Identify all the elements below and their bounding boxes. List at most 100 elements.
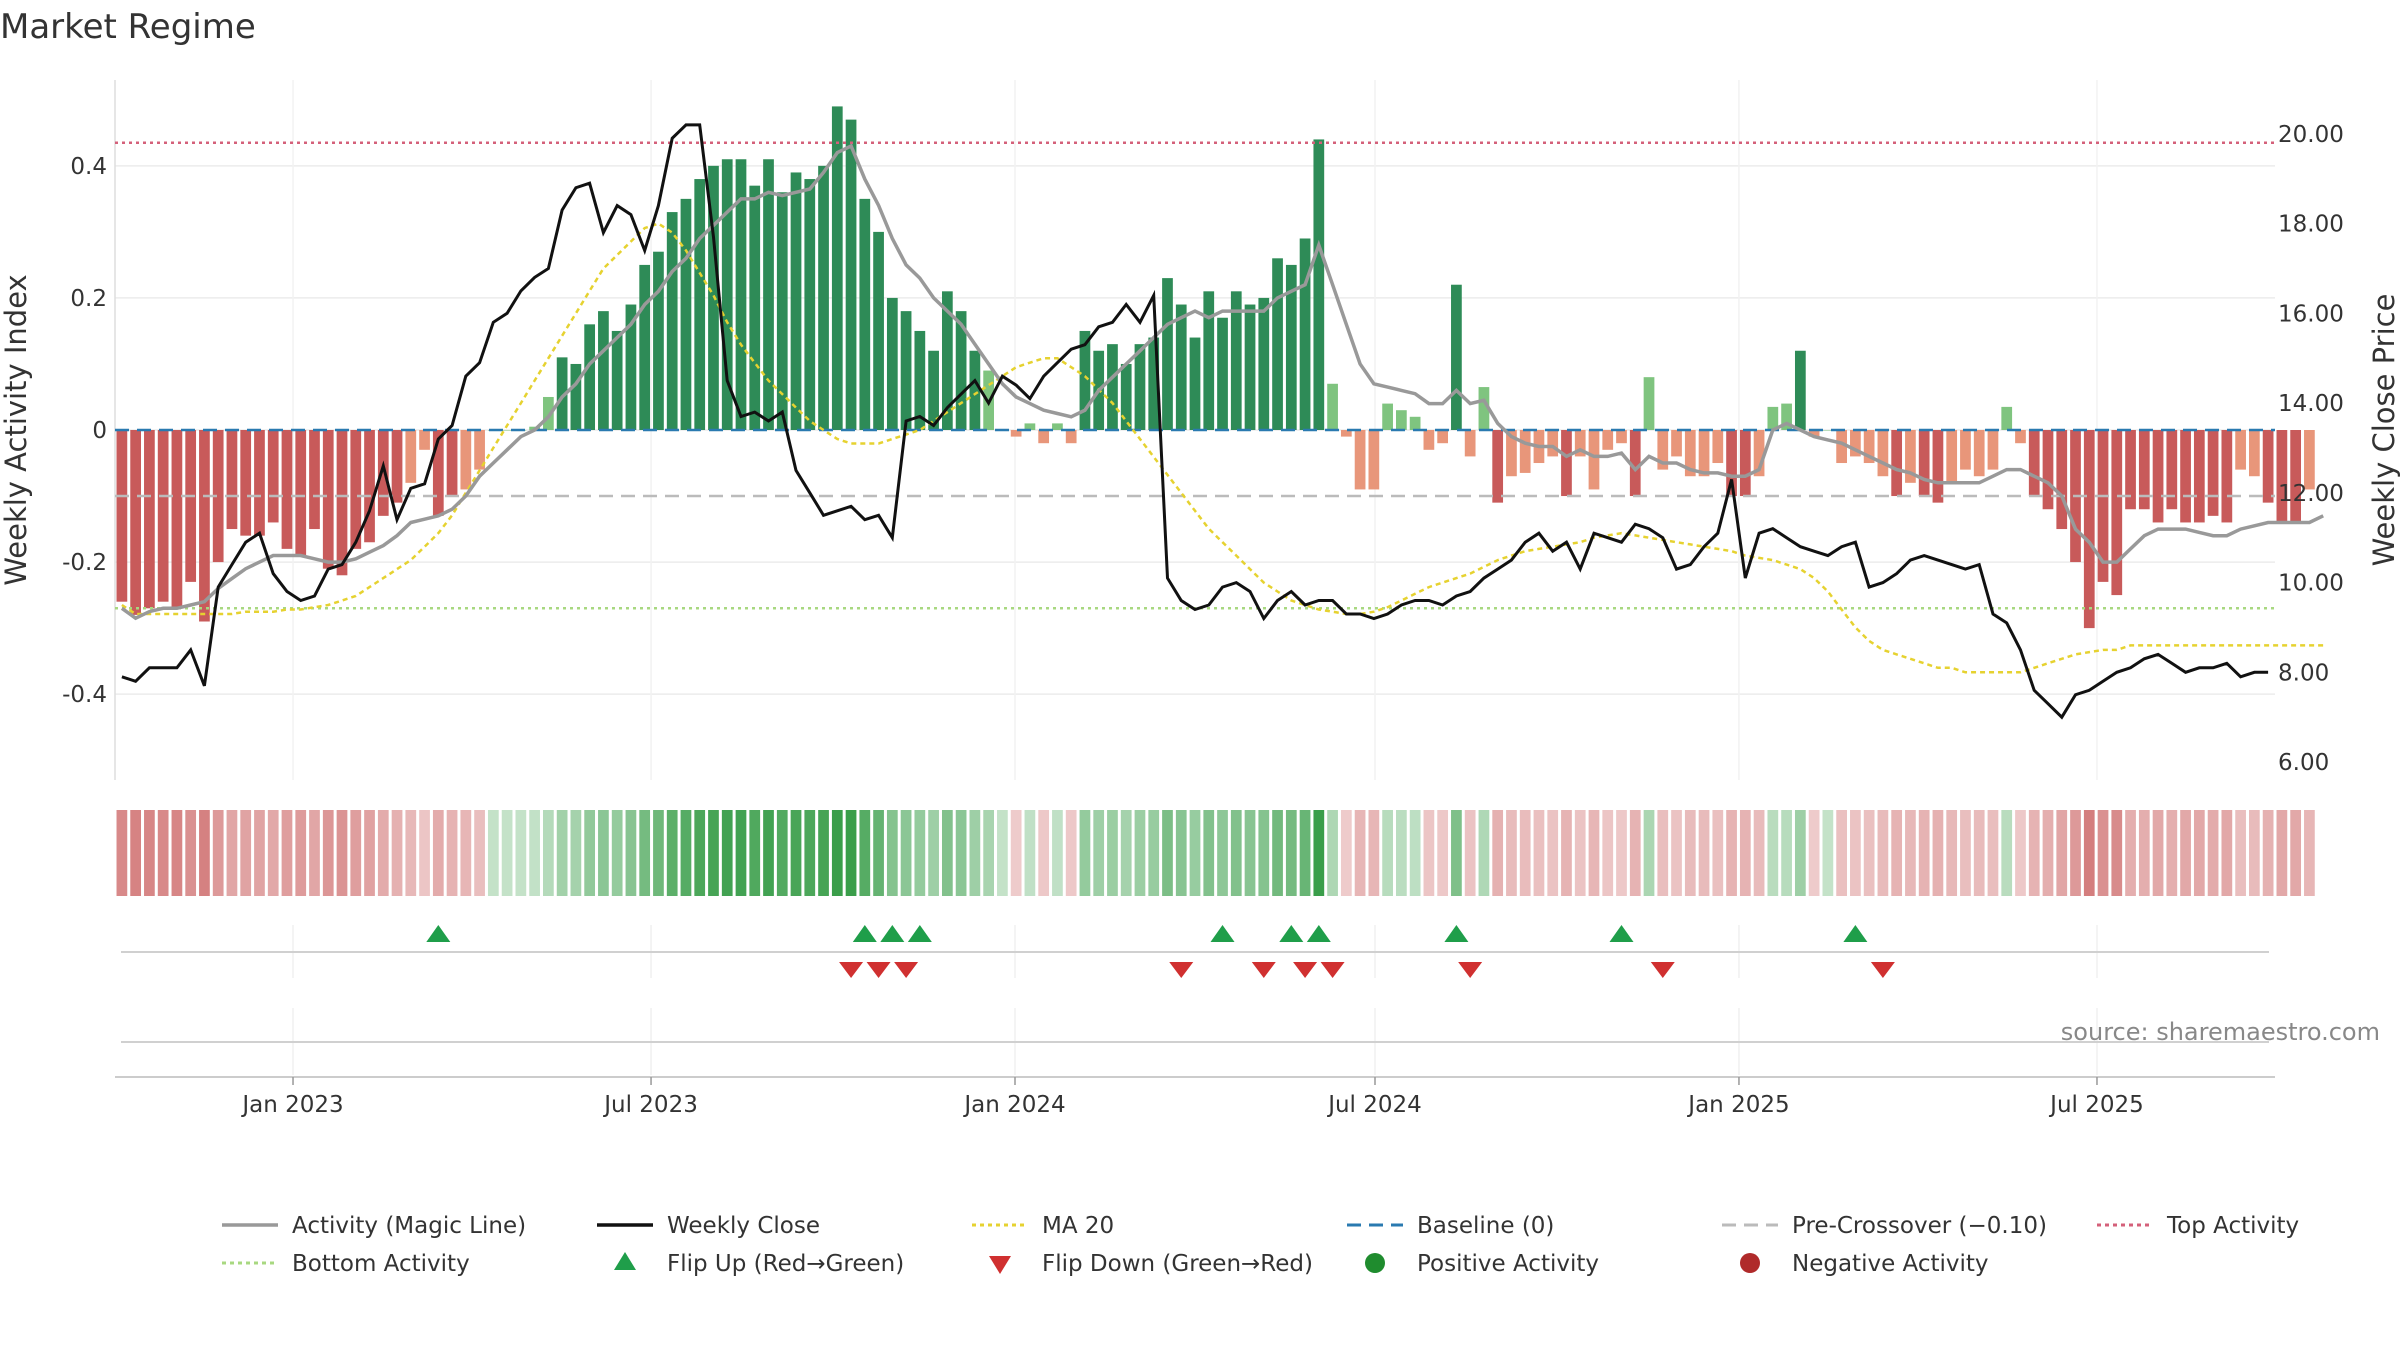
regime-cell-99 — [1478, 810, 1490, 896]
legend-label-8: Flip Down (Green→Red) — [1042, 1251, 1313, 1277]
activity-bar-34 — [584, 324, 596, 430]
activity-bar-148 — [2152, 430, 2164, 523]
activity-bar-93 — [1396, 410, 1407, 430]
regime-cell-153 — [2221, 810, 2233, 896]
regime-cell-35 — [598, 810, 609, 896]
regime-cell-147 — [2138, 810, 2150, 896]
regime-cell-77 — [1175, 810, 1187, 896]
y-axis-ticks: -0.4 -0.2 0 0.2 0.4 — [62, 154, 107, 708]
regime-cell-10 — [254, 810, 265, 896]
regime-cell-101 — [1506, 810, 1517, 896]
regime-cell-8 — [226, 810, 238, 896]
regime-cell-36 — [611, 810, 623, 896]
legend-item-0: Activity (Magic Line) — [222, 1213, 526, 1239]
regime-cell-47 — [763, 810, 774, 896]
activity-bar-73 — [1120, 363, 1132, 430]
flip-down-marker-5 — [1293, 962, 1318, 978]
activity-bar-20 — [391, 430, 403, 503]
activity-bar-60 — [941, 291, 953, 430]
regime-cell-4 — [171, 810, 183, 896]
flip-down-marker-0 — [839, 962, 864, 978]
flip-up-marker-0 — [426, 925, 451, 942]
regime-cell-89 — [1340, 810, 1352, 896]
regime-cell-115 — [1698, 810, 1710, 896]
activity-bar-78 — [1189, 337, 1201, 430]
y-tick-3: 0.2 — [70, 286, 107, 312]
regime-cell-15 — [322, 810, 334, 896]
activity-bar-137 — [2001, 406, 2013, 430]
activity-bar-82 — [1244, 304, 1256, 430]
regime-cell-127 — [1863, 810, 1875, 896]
flip-down-marker-2 — [894, 962, 919, 978]
activity-bar-7 — [212, 430, 224, 563]
regime-cell-26 — [474, 810, 485, 896]
activity-bar-19 — [377, 430, 389, 516]
activity-bar-159 — [2304, 430, 2315, 490]
activity-bar-149 — [2166, 430, 2178, 510]
regime-cell-17 — [350, 810, 362, 896]
legend-label-6: Bottom Activity — [292, 1251, 470, 1277]
y-axis-label: Weekly Activity Index — [0, 274, 33, 585]
regime-cell-19 — [377, 810, 389, 896]
regime-cell-50 — [804, 810, 816, 896]
activity-bar-83 — [1258, 297, 1270, 430]
regime-cell-141 — [2056, 810, 2068, 896]
flip-down-marker-4 — [1251, 962, 1276, 978]
flip-up-marker-5 — [1279, 925, 1304, 942]
regime-cell-144 — [2097, 810, 2109, 896]
regime-cell-124 — [1822, 810, 1834, 896]
activity-bar-107 — [1588, 430, 1600, 490]
flip-up-marker-9 — [1843, 925, 1868, 942]
regime-cell-85 — [1285, 810, 1297, 896]
legend-item-3: Baseline (0) — [1347, 1213, 1554, 1239]
regime-strip — [116, 810, 2315, 896]
regime-cell-63 — [983, 810, 994, 896]
regime-cell-104 — [1547, 810, 1559, 896]
activity-bar-0 — [116, 430, 128, 602]
regime-cell-94 — [1409, 810, 1421, 896]
activity-bar-3 — [157, 430, 169, 602]
regime-cell-42 — [694, 810, 706, 896]
regime-cell-13 — [295, 810, 307, 896]
activity-bar-135 — [1973, 430, 1985, 477]
x-axis-ticks: Jan 2023 Jul 2023 Jan 2024 Jul 2024 Jan 2025… — [240, 1077, 2144, 1118]
regime-cell-93 — [1396, 810, 1407, 896]
regime-cell-80 — [1217, 810, 1228, 896]
regime-cell-149 — [2166, 810, 2178, 896]
series-lines — [120, 123, 2324, 720]
legend-label-5: Top Activity — [2166, 1213, 2299, 1239]
regime-cell-74 — [1134, 810, 1146, 896]
activity-bar-81 — [1230, 291, 1242, 430]
legend-label-7: Flip Up (Red→Green) — [667, 1251, 904, 1277]
legend-label-2: MA 20 — [1042, 1213, 1114, 1239]
regime-cell-66 — [1024, 810, 1036, 896]
y-tick-4: 0.4 — [70, 154, 107, 180]
y2-tick-6: 18.00 — [2278, 212, 2344, 238]
activity-bar-118 — [1739, 430, 1751, 497]
regime-cell-59 — [928, 810, 939, 896]
activity-bar-52 — [831, 106, 843, 430]
activity-bar-139 — [2028, 430, 2040, 497]
legend-item-7: Flip Up (Red→Green) — [614, 1251, 904, 1277]
regime-cell-46 — [749, 810, 761, 896]
regime-cell-30 — [529, 810, 540, 896]
x-tick-4: Jan 2025 — [1686, 1092, 1789, 1118]
activity-bar-121 — [1781, 403, 1792, 430]
regime-cell-113 — [1671, 810, 1682, 896]
regime-cell-28 — [501, 810, 513, 896]
activity-bar-144 — [2097, 430, 2109, 582]
activity-bar-128 — [1877, 430, 1889, 477]
regime-cell-143 — [2083, 810, 2095, 896]
x-tick-0: Jan 2023 — [240, 1092, 343, 1118]
regime-cell-125 — [1836, 810, 1847, 896]
activity-bar-114 — [1684, 430, 1696, 477]
regime-cell-105 — [1561, 810, 1572, 896]
regime-cell-71 — [1093, 810, 1105, 896]
legend-item-4: Pre-Crossover (−0.10) — [1722, 1213, 2047, 1239]
activity-bar-106 — [1574, 430, 1586, 457]
regime-cell-48 — [776, 810, 788, 896]
activity-bar-100 — [1492, 430, 1504, 503]
regime-cell-23 — [432, 810, 444, 896]
activity-bar-18 — [364, 430, 375, 543]
